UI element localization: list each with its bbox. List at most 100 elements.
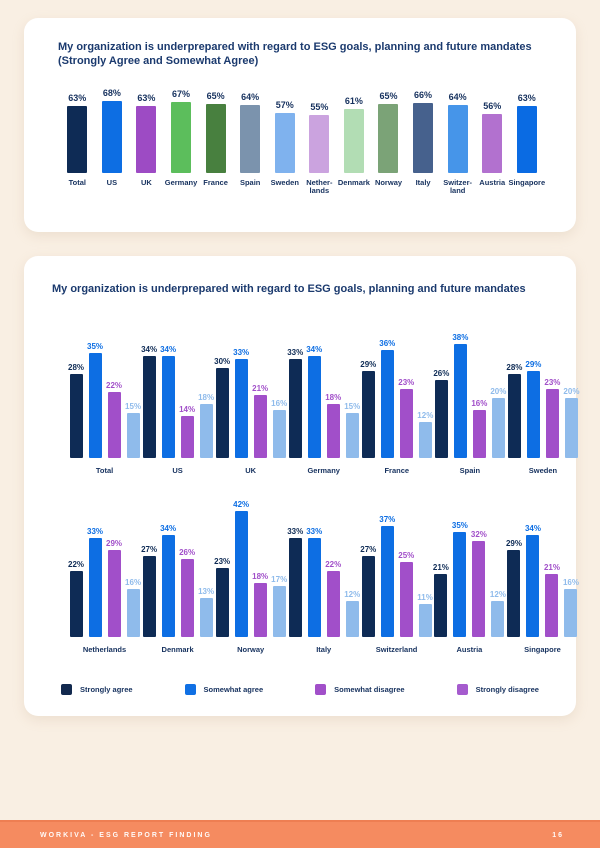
bar (253, 395, 267, 459)
bar-value-label: 28% (68, 363, 85, 373)
bar-stack: 15% (125, 402, 142, 459)
bar-value-label: 15% (125, 402, 142, 412)
legend: Strongly agree Somewhat agree Somewhat dis… (52, 684, 548, 696)
bar (345, 413, 359, 459)
bar-value-label: 63% (68, 93, 87, 104)
bar (378, 104, 399, 173)
bar-value-label: 18% (252, 572, 269, 582)
bar-stack: 32% (471, 530, 487, 638)
bar-stack: 64% (447, 85, 468, 173)
bar (161, 356, 175, 459)
bar-category-label: Italy (415, 177, 431, 187)
legend-item: Somewhat disagree (315, 684, 405, 696)
bar (472, 541, 486, 638)
bar (491, 398, 505, 459)
bar-value-label: 34% (306, 345, 323, 355)
bar-stack: 14% (179, 405, 195, 459)
bar-stack: 18% (198, 393, 214, 459)
legend-label: Somewhat disagree (334, 685, 405, 695)
bar-group-bars: 27% 37% 25% 11% (360, 497, 433, 638)
bar-stack: 22% (68, 560, 84, 638)
bar (199, 404, 213, 459)
bar-stack: 57% (274, 85, 295, 173)
bar (418, 604, 432, 638)
bar (472, 410, 486, 459)
bar-value-label: 18% (325, 393, 342, 403)
bar-value-label: 11% (417, 593, 433, 603)
bar-value-label: 16% (125, 578, 142, 588)
bar-group-bars: 28% 35% 22% 15% (68, 318, 142, 459)
bar-stack: 33% (87, 527, 103, 638)
legend-item: Strongly disagree (456, 684, 539, 696)
bar-value-label: 16% (471, 399, 488, 409)
page-footer: WORKIVA - ESG REPORT FINDING 16 (0, 820, 600, 848)
bar-stack: 67% (171, 85, 192, 173)
bar (288, 359, 302, 459)
bar (88, 353, 102, 459)
bar (107, 550, 121, 638)
bar-category-label: UK (245, 466, 257, 476)
bar-value-label: 26% (433, 369, 450, 379)
bar-stack: 20% (563, 387, 580, 459)
bar-stack: 35% (87, 342, 103, 459)
breakdown-chart-card: My organization is underprepared with re… (24, 256, 579, 716)
bar (491, 601, 505, 638)
bar-value-label: 64% (448, 92, 467, 103)
bar-column: 67% Germany (164, 85, 199, 196)
bar-group: 28% 29% 23% 20% Sweden (506, 318, 579, 475)
bar-stack: 17% (271, 575, 287, 638)
bar-group: 28% 35% 22% 15% Total (68, 318, 141, 475)
bar-stack: 63% (516, 85, 537, 173)
bar-category-label: France (384, 466, 410, 476)
bar-stack: 23% (544, 378, 560, 459)
bar-group: 30% 33% 21% 16% UK (214, 318, 287, 475)
bar-category-label: Norway (237, 645, 265, 655)
bar-category-label: Austria (456, 645, 483, 655)
bar-stack: 13% (198, 587, 214, 638)
bar-category-label: Nether-lands (306, 177, 333, 196)
bar-value-label: 28% (506, 363, 523, 373)
bar-group-bars: 28% 29% 23% 20% (506, 318, 580, 459)
bar (545, 574, 559, 638)
bar-column: 57% Sweden (267, 85, 302, 196)
bar-stack: 37% (379, 515, 395, 638)
grouped-bar-chart-row-1: 28% 35% 22% 15% Total 34% 34% 14% 18% US 30% 33% 21%… (52, 318, 579, 476)
bar (272, 410, 286, 459)
bar (453, 344, 467, 459)
bar (326, 571, 340, 638)
bar-value-label: 56% (483, 100, 502, 111)
bar-value-label: 21% (432, 563, 449, 573)
bar-stack: 56% (482, 85, 503, 173)
bar-stack: 33% (306, 527, 322, 638)
bar-value-label: 23% (398, 378, 415, 388)
bar-value-label: 38% (452, 333, 469, 343)
bar-stack: 25% (398, 551, 414, 638)
bar-group: 34% 34% 14% 18% US (141, 318, 214, 475)
bar-stack: 16% (271, 399, 287, 459)
chart-title: My organization is underprepared with re… (58, 40, 546, 69)
bar (434, 574, 448, 638)
bar-value-label: 67% (172, 89, 191, 100)
bar-value-label: 12% (417, 411, 434, 421)
bar-value-label: 27% (141, 545, 158, 555)
bar-stack: 27% (141, 545, 158, 638)
legend-swatch (61, 684, 73, 696)
bar-value-label: 64% (241, 92, 260, 103)
bar-column: 68% US (95, 85, 130, 196)
bar (361, 371, 375, 459)
bar-category-label: UK (141, 177, 152, 187)
bar-category-label: Austria (479, 177, 506, 187)
bar-stack: 68% (101, 85, 122, 173)
bar-stack: 23% (214, 557, 230, 638)
bar-category-label: Singapore (524, 645, 561, 655)
bar-stack: 28% (68, 363, 85, 459)
bar-value-label: 21% (252, 384, 269, 394)
footer-label: WORKIVA - ESG REPORT FINDING (40, 831, 212, 839)
bar-value-label: 34% (141, 345, 158, 355)
bar-group-bars: 30% 33% 21% 16% (214, 318, 287, 459)
bar-value-label: 20% (563, 387, 580, 397)
bar-group-bars: 29% 34% 21% 16% (506, 497, 579, 638)
bar (361, 556, 375, 638)
bar-category-label: Italy (316, 645, 332, 655)
bar (101, 101, 122, 173)
